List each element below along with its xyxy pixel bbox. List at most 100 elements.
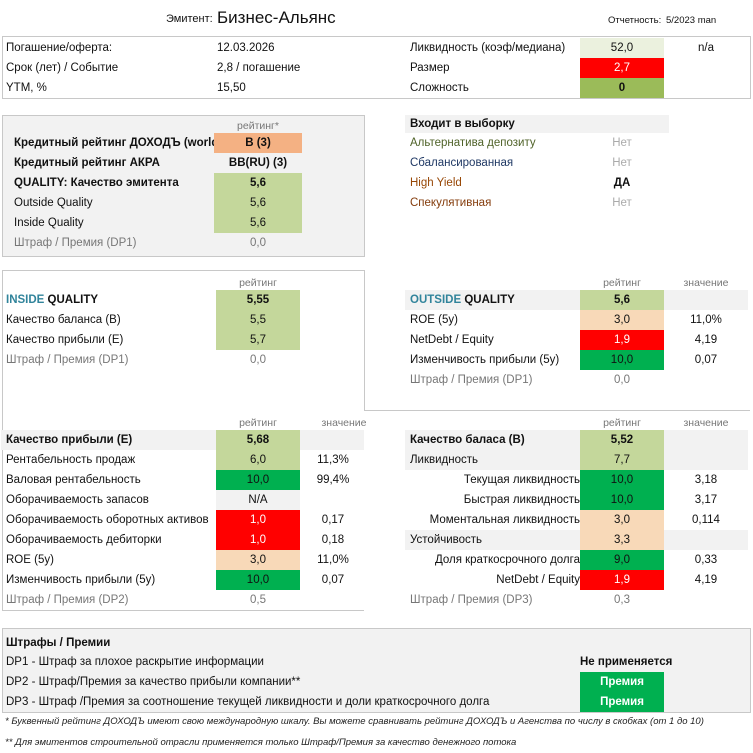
selection-value: Нет [612,137,632,149]
report-value: 5/2023 man [666,15,717,26]
selection-value: ДА [613,177,631,189]
row-value [664,450,748,470]
footnote: ** Для эмитентов строительной отрасли пр… [5,737,517,748]
row-label: Моментальная ликвидность [429,514,580,526]
row-value: 3,17 [694,494,718,506]
row-rating: 10,0 [216,570,300,590]
row-value: 0,18 [321,534,345,546]
row-rating: 3,0 [216,550,300,570]
selection-label: Спекулятивная [410,197,492,209]
row-label: Качество прибыли (E) [6,334,124,346]
penalty-status: Премия [580,672,664,692]
report-label: Отчетность: [608,15,662,26]
credit-row-label: Inside Quality [14,217,84,229]
row-rating: 10,0 [580,490,664,510]
title-rating: 5,68 [216,430,300,450]
row-value: 99,4% [316,474,350,486]
credit-row-label: QUALITY: Качество эмитента [14,177,179,189]
title-rating: 5,55 [216,290,300,310]
title-part-a: INSIDE [6,294,45,306]
selection-label: High Yield [410,177,462,189]
row-label: Штраф / Премия (DP1) [410,374,533,386]
row-rating: 7,7 [580,450,664,470]
row-value [302,490,364,510]
row-rating: 10,0 [580,470,664,490]
row-rating: 5,7 [216,330,300,350]
row-rating: 1,9 [580,330,664,350]
penalty-label: DP1 - Штраф за плохое раскрытие информац… [6,656,264,668]
title-rating: 5,52 [580,430,664,450]
row-label: Качество баланса (B) [6,314,121,326]
info-label: YTM, % [6,82,47,94]
row-label: ROE (5y) [410,314,458,326]
row-label: Рентабельность продаж [6,454,136,466]
title: OUTSIDE QUALITY [410,290,515,310]
header: Эмитент: Бизнес-Альянс Отчетность: 5/202… [0,8,753,30]
info-label: Размер [410,62,450,74]
value-header: значение [683,417,729,429]
penalty-label: DP3 - Штраф /Премия за соотношение текущ… [6,696,490,708]
row-rating: 6,0 [216,450,300,470]
row-rating: 1,0 [216,510,300,530]
row-label: NetDebt / Equity [410,334,494,346]
row-label: Штраф / Премия (DP2) [6,594,129,606]
credit-row-rating: BB(RU) (3) [228,157,288,169]
penalty-status: Премия [580,692,664,712]
row-label: Доля краткосрочного долга [434,554,580,566]
row-value: 11,0% [690,314,722,326]
row-label: Оборачиваемость дебиторки [6,534,162,546]
row-value: 4,19 [694,334,718,346]
value-header: значение [321,417,367,429]
penalties-title: Штрафы / Премии [6,637,111,649]
info-extra [664,58,748,78]
info-value: 2,8 / погашение [217,62,301,74]
title-part-b: QUALITY [461,294,515,306]
row-value: 11,0% [317,554,349,566]
row-value: 0,17 [321,514,345,526]
credit-row-rating: 0,0 [250,237,266,249]
credit-row-label: Штраф / Премия (DP1) [14,237,137,249]
row-rating: 3,0 [580,310,664,330]
credit-row-rating: 5,6 [214,213,302,233]
title: Качество баласа (B) [410,434,525,446]
title-part-b: QUALITY [44,294,99,306]
footnote: * Буквенный рейтинг ДОХОДЪ имеют свою ме… [5,716,704,727]
row-value [664,530,748,550]
rating-header: рейтинг* [237,120,279,132]
row-rating: 0,5 [250,594,266,606]
credit-row-rating: 5,6 [214,173,302,193]
info-label: Срок (лет) / Событие [6,62,119,74]
credit-row-rating: B (3) [214,133,302,153]
credit-row-label: Кредитный рейтинг АКРА [14,157,160,169]
title-rating: 5,6 [580,290,664,310]
row-value [664,370,748,390]
row-label: Текущая ликвидность [463,474,580,486]
credit-row-label: Outside Quality [14,197,93,209]
row-value [302,590,364,610]
info-rating: 52,0 [580,38,664,58]
info-rating: 0 [580,78,664,98]
row-rating: 1,0 [216,530,300,550]
row-label: Изменчивость прибыли (5y) [410,354,560,366]
row-rating: 3,3 [580,530,664,550]
credit-row-label: Кредитный рейтинг ДОХОДЪ (world): [14,137,227,149]
row-rating: 3,0 [580,510,664,530]
selection-value: Нет [612,197,632,209]
row-rating: 0,3 [614,594,630,606]
row-value: 0,07 [694,354,718,366]
info-label: Сложность [410,82,469,94]
rating-header: рейтинг [239,417,277,429]
row-value: 11,3% [317,454,349,466]
title: INSIDE QUALITY [6,290,98,310]
row-label: Быстрая ликвидность [463,494,580,506]
row-rating: 0,0 [250,354,266,366]
value-header: значение [683,277,729,289]
row-value: 0,114 [692,514,720,526]
selection-value: Нет [612,157,632,169]
row-label: Ликвидность [410,454,479,466]
selection-title: Входит в выборку [405,115,669,133]
row-value: 3,18 [694,474,718,486]
credit-row-rating: 5,6 [214,193,302,213]
row-rating: 1,9 [580,570,664,590]
row-value: 4,19 [694,574,718,586]
